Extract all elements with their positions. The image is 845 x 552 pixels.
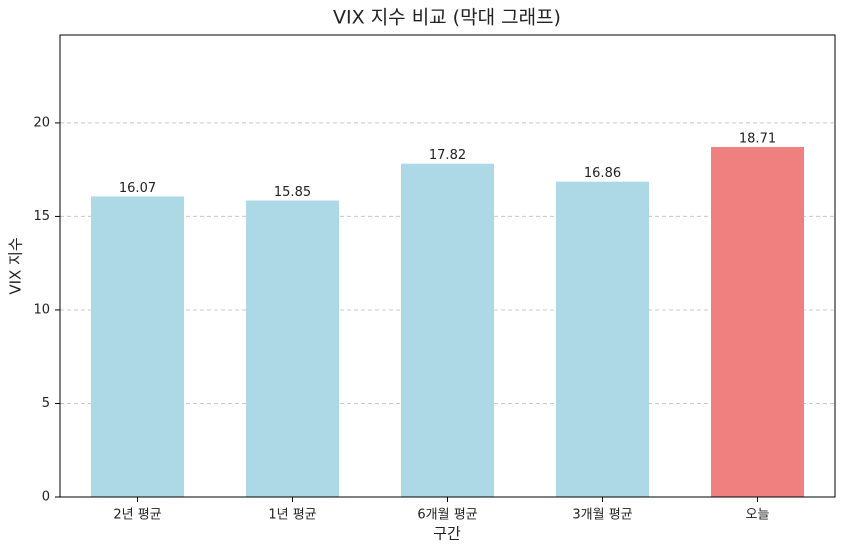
y-tick-label: 0 xyxy=(42,490,50,505)
value-label: 17.82 xyxy=(429,148,466,163)
y-tick-label: 10 xyxy=(33,302,50,317)
bar xyxy=(246,200,339,497)
chart-title: VIX 지수 비교 (막대 그래프) xyxy=(333,7,561,29)
y-tick-label: 5 xyxy=(42,396,50,411)
bar xyxy=(711,147,804,497)
plot: 16.07 15.85 17.82 16.86 18.71 xyxy=(91,132,804,497)
bar xyxy=(401,163,494,497)
value-label: 16.86 xyxy=(584,166,621,181)
x-tick-label: 6개월 평균 xyxy=(417,508,477,523)
y-axis-label: VIX 지수 xyxy=(7,237,25,294)
x-tick-label: 2년 평균 xyxy=(113,508,161,523)
value-label: 18.71 xyxy=(739,132,776,147)
x-axis-label: 구간 xyxy=(433,525,461,543)
bar xyxy=(91,196,184,497)
bar xyxy=(556,181,649,497)
x-tick-label: 오늘 xyxy=(746,508,770,523)
x-tick-label: 1년 평균 xyxy=(268,508,316,523)
y-tick-label: 15 xyxy=(33,209,50,224)
x-tick-label: 3개월 평균 xyxy=(572,508,632,523)
value-label: 16.07 xyxy=(119,181,156,196)
y-tick-label: 20 xyxy=(33,115,50,130)
value-label: 15.85 xyxy=(274,185,311,200)
